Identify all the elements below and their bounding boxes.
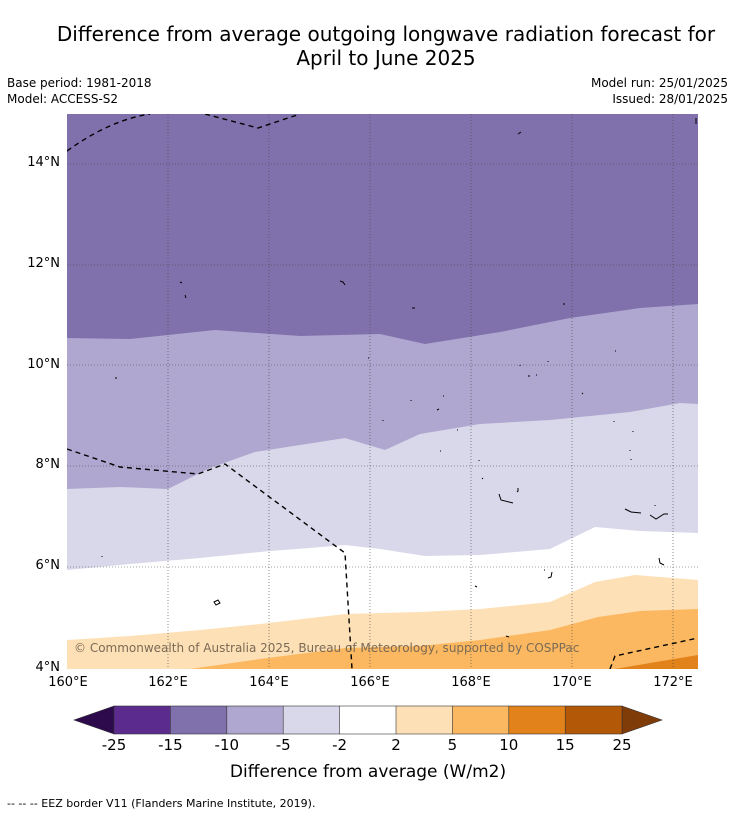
copyright-notice: © Commonwealth of Australia 2025, Bureau… — [74, 641, 580, 655]
x-tick-label: 166°E — [350, 675, 390, 690]
meta-right: Model run: 25/01/2025 Issued: 28/01/2025 — [591, 75, 728, 107]
title-line-2: April to June 2025 — [296, 46, 476, 70]
model-name: Model: ACCESS-S2 — [7, 92, 119, 106]
colorbar-seg-8 — [565, 706, 622, 734]
colorbar-tick-label: 15 — [555, 736, 575, 754]
title-line-1: Difference from average outgoing longwav… — [56, 22, 716, 46]
map-area — [67, 114, 698, 669]
gridlines — [67, 114, 698, 669]
band-plus10 — [615, 655, 698, 669]
colorbar — [73, 705, 663, 735]
x-tick-label: 170°E — [552, 675, 592, 690]
colorbar-under-arrow — [73, 705, 115, 735]
base-period: Base period: 1981-2018 — [7, 76, 152, 90]
x-tick-label: 164°E — [249, 675, 289, 690]
colorbar-seg-3 — [283, 706, 340, 734]
colorbar-seg-4 — [339, 706, 396, 734]
x-tick-label: 160°E — [48, 675, 88, 690]
colorbar-title: Difference from average (W/m2) — [229, 762, 507, 782]
colorbar-tick-label: -2 — [332, 736, 348, 754]
colorbar-seg-0 — [114, 706, 171, 734]
band-plus5 — [190, 609, 698, 669]
y-tick-label: 6°N — [35, 558, 61, 573]
y-tick-label: 4°N — [35, 660, 61, 675]
colorbar-seg-2 — [226, 706, 284, 734]
colorbar-tick-label: 5 — [447, 736, 458, 754]
issued-date: Issued: 28/01/2025 — [612, 92, 728, 106]
y-tick-label: 14°N — [27, 155, 60, 170]
colorbar-tick-label: -15 — [158, 736, 183, 754]
eez-borders — [67, 114, 698, 669]
colorbar-tick-label: -25 — [101, 736, 127, 754]
eez-legend-note: -- -- -- EEZ border V11 (Flanders Marine… — [7, 797, 316, 810]
islands — [101, 118, 697, 638]
colorbar-seg-6 — [452, 706, 509, 734]
colorbar-tick-label: 2 — [391, 736, 401, 754]
colorbar-over-arrow — [621, 705, 663, 735]
colorbar-tick-label: 10 — [499, 736, 519, 754]
colorbar-tick-label: -10 — [214, 736, 240, 754]
colorbar-tick-label: -5 — [275, 736, 291, 754]
x-tick-label: 168°E — [451, 675, 491, 690]
meta-left: Base period: 1981-2018 Model: ACCESS-S2 — [7, 75, 152, 107]
x-tick-label: 172°E — [653, 675, 693, 690]
map-title: Difference from average outgoing longwav… — [0, 22, 736, 70]
y-tick-label: 10°N — [27, 357, 60, 372]
colorbar-seg-5 — [396, 706, 453, 734]
colorbar-seg-7 — [508, 706, 566, 734]
colorbar-tick-label: 25 — [612, 736, 632, 754]
y-tick-label: 8°N — [35, 457, 61, 472]
y-tick-label: 12°N — [27, 256, 60, 271]
colorbar-seg-1 — [170, 706, 227, 734]
model-run: Model run: 25/01/2025 — [590, 76, 728, 90]
x-tick-label: 162°E — [148, 675, 188, 690]
